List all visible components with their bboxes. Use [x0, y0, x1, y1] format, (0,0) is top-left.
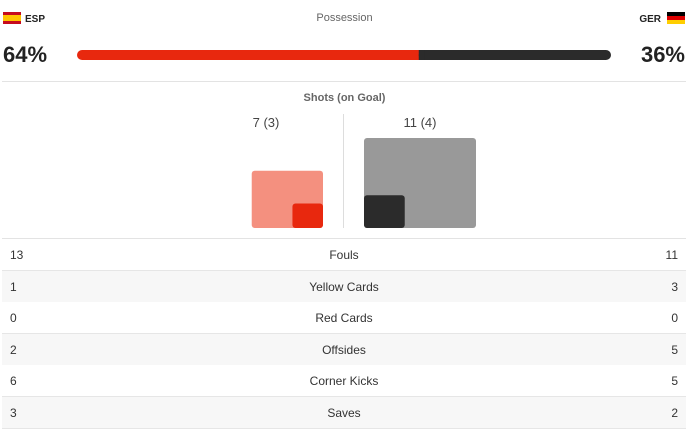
away-shots-label: 11 (4): [403, 115, 437, 130]
possession-title: Possession: [316, 12, 373, 24]
away-value: 11: [665, 248, 678, 262]
away-possession-bar-join: [418, 50, 425, 60]
home-possession-bar: [77, 50, 424, 60]
spain-flag: [3, 12, 21, 24]
home-value: 3: [10, 406, 17, 420]
stat-row: 2 Offsides 5: [2, 333, 686, 366]
stat-row: 13 Fouls 11: [2, 239, 686, 271]
home-value: 13: [10, 248, 24, 262]
home-shots-label: 7 (3): [252, 115, 280, 130]
separator: [2, 238, 686, 239]
possession-bar: [77, 50, 611, 60]
away-value: 5: [671, 342, 678, 357]
stat-name: Corner Kicks: [309, 374, 379, 389]
stat-name: Saves: [327, 406, 361, 420]
stat-row: 1 Yellow Cards 3: [2, 270, 686, 303]
shots-title: Shots (on Goal): [303, 92, 386, 104]
away-value: 0: [671, 311, 678, 326]
stat-row: 3 Saves 2: [2, 397, 686, 429]
away-value: 2: [671, 406, 678, 420]
germany-flag: [667, 12, 685, 24]
stat-name: Fouls: [329, 248, 359, 262]
home-on-goal-box: [292, 203, 323, 228]
home-possession: 64%: [3, 42, 48, 67]
home-value: 6: [10, 374, 17, 389]
away-team: GER: [639, 14, 661, 25]
away-value: 3: [671, 279, 678, 294]
shots-graphic: [251, 114, 476, 228]
home-value: 1: [10, 279, 17, 294]
home-team: ESP: [25, 14, 46, 25]
away-on-goal-box: [364, 195, 405, 228]
stat-row: 6 Corner Kicks 5: [2, 365, 686, 398]
separator: [2, 81, 686, 82]
stat-row: 0 Red Cards 0: [2, 302, 686, 335]
away-possession-bar: [418, 50, 611, 60]
away-possession: 36%: [640, 42, 685, 67]
stat-name: Offsides: [322, 342, 366, 357]
away-value: 5: [671, 374, 678, 389]
home-value: 0: [10, 311, 17, 326]
stat-name: Red Cards: [315, 311, 373, 326]
stat-name: Yellow Cards: [309, 279, 379, 294]
home-value: 2: [10, 342, 17, 357]
